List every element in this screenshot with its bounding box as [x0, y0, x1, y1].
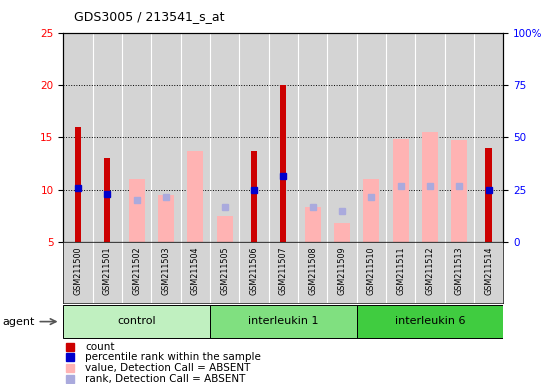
Text: GSM211505: GSM211505 — [220, 247, 229, 295]
FancyBboxPatch shape — [63, 305, 210, 338]
Text: GSM211503: GSM211503 — [161, 247, 170, 295]
Text: interleukin 1: interleukin 1 — [248, 316, 318, 326]
Bar — [104, 158, 111, 242]
Text: GSM211506: GSM211506 — [249, 247, 258, 295]
Text: rank, Detection Call = ABSENT: rank, Detection Call = ABSENT — [85, 374, 246, 384]
Text: control: control — [117, 316, 156, 326]
Bar — [217, 216, 233, 242]
Bar — [422, 132, 438, 242]
Bar — [334, 223, 350, 242]
Bar — [485, 148, 492, 242]
Text: GSM211500: GSM211500 — [73, 247, 82, 295]
FancyBboxPatch shape — [356, 305, 503, 338]
Bar — [251, 151, 257, 242]
Text: GSM211513: GSM211513 — [455, 247, 464, 295]
FancyBboxPatch shape — [210, 305, 356, 338]
Text: percentile rank within the sample: percentile rank within the sample — [85, 353, 261, 362]
Text: agent: agent — [3, 316, 35, 327]
Text: GSM211511: GSM211511 — [396, 247, 405, 295]
Text: GSM211502: GSM211502 — [132, 247, 141, 295]
Text: GDS3005 / 213541_s_at: GDS3005 / 213541_s_at — [74, 10, 225, 23]
Bar — [305, 207, 321, 242]
Bar — [129, 179, 145, 242]
Text: GSM211514: GSM211514 — [484, 247, 493, 295]
Bar — [75, 127, 81, 242]
Bar — [451, 141, 468, 242]
Text: GSM211507: GSM211507 — [279, 247, 288, 295]
Text: GSM211510: GSM211510 — [367, 247, 376, 295]
Text: GSM211512: GSM211512 — [425, 247, 435, 295]
Text: interleukin 6: interleukin 6 — [395, 316, 465, 326]
Text: GSM211501: GSM211501 — [103, 247, 112, 295]
Text: GSM211508: GSM211508 — [308, 247, 317, 295]
Bar — [187, 151, 204, 242]
Bar — [363, 179, 379, 242]
Text: value, Detection Call = ABSENT: value, Detection Call = ABSENT — [85, 363, 251, 373]
Bar — [280, 85, 287, 242]
Text: GSM211504: GSM211504 — [191, 247, 200, 295]
Bar — [158, 195, 174, 242]
Bar — [393, 139, 409, 242]
Text: GSM211509: GSM211509 — [337, 247, 346, 295]
Text: count: count — [85, 342, 115, 352]
